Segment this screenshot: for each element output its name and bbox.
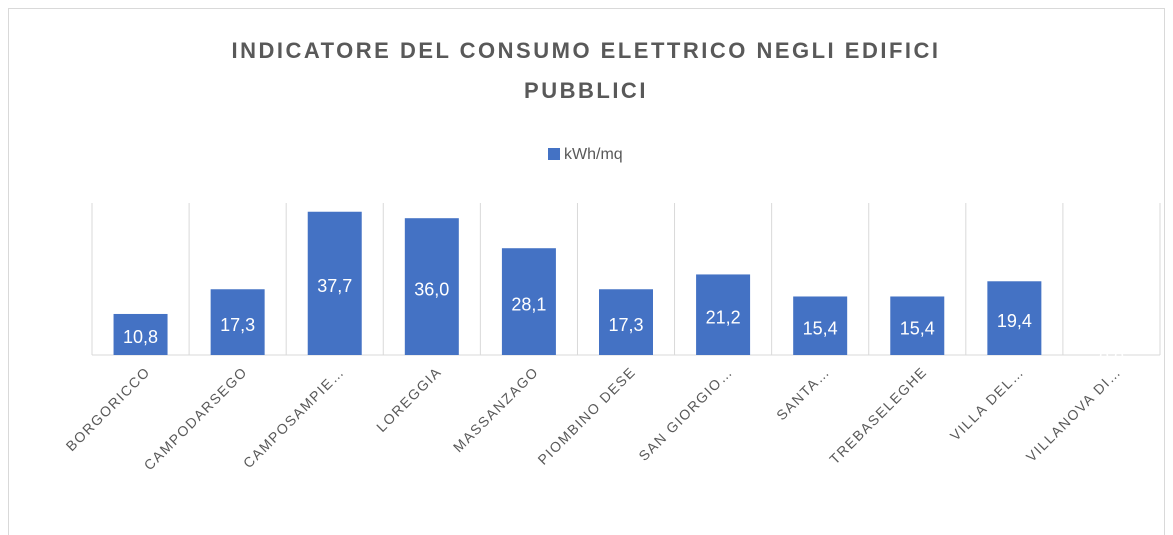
bar	[404, 218, 459, 355]
value-label: 15,4	[803, 318, 838, 338]
value-label: 0,0	[1099, 348, 1124, 368]
bar	[210, 289, 265, 355]
value-label: 28,1	[511, 294, 546, 314]
legend-swatch	[548, 148, 560, 160]
chart-title: INDICATORE DEL CONSUMO ELETTRICO NEGLI E…	[231, 38, 940, 63]
value-label: 17,3	[220, 315, 255, 335]
value-label: 37,7	[317, 276, 352, 296]
value-label: 17,3	[608, 315, 643, 335]
bar	[307, 211, 362, 355]
bar	[696, 274, 751, 355]
chart-frame	[8, 8, 1165, 535]
legend-label: kWh/mq	[564, 146, 623, 163]
value-label: 36,0	[414, 279, 449, 299]
bar	[599, 289, 653, 355]
bar	[793, 296, 848, 355]
bar	[501, 248, 556, 355]
value-label: 21,2	[706, 307, 741, 327]
value-label: 10,8	[123, 327, 158, 347]
bar	[890, 296, 945, 355]
bar	[113, 313, 168, 355]
value-label: 15,4	[900, 318, 935, 338]
chart-title: PUBBLICI	[524, 78, 648, 103]
value-label: 19,4	[997, 311, 1032, 331]
bar	[987, 281, 1042, 355]
